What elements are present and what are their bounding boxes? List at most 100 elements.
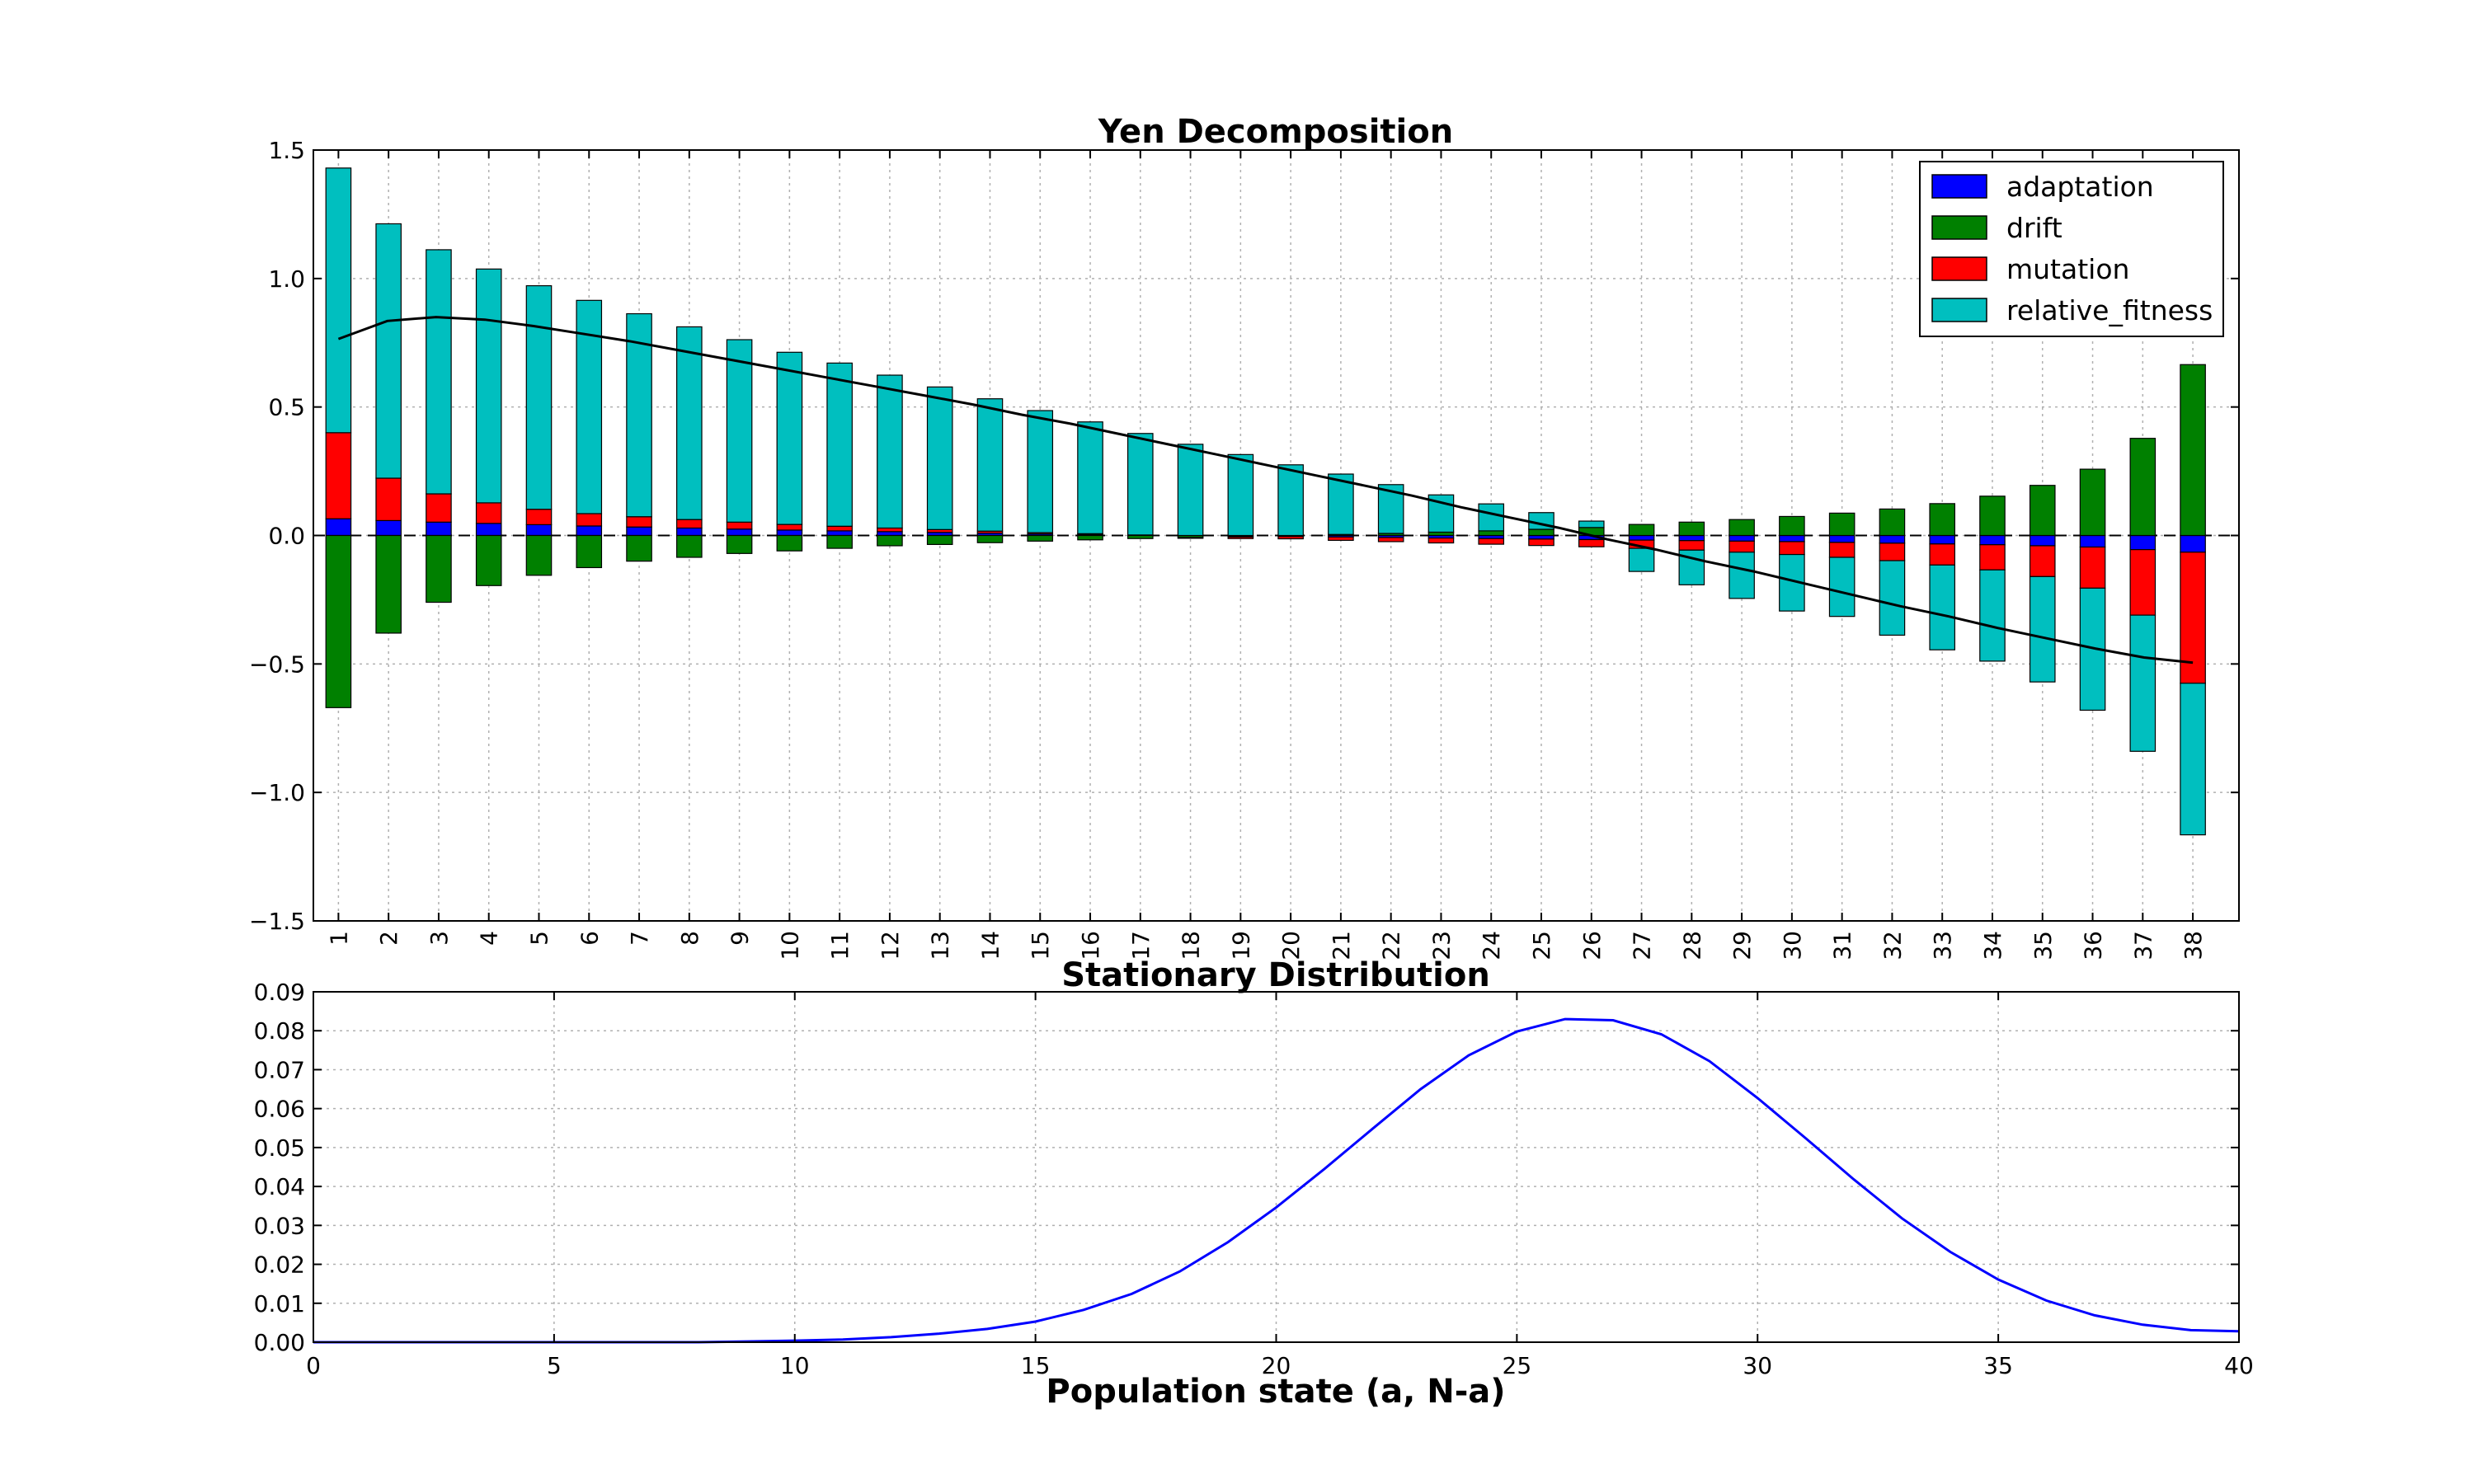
bottom-y-tick-label: 0.04	[254, 1173, 305, 1200]
bar-segment-adaptation	[626, 526, 652, 537]
total-line	[337, 316, 2194, 665]
bar-segment-adaptation	[1979, 534, 2006, 546]
bar-segment-adaptation	[1678, 534, 1705, 542]
bottom-x-tick-label: 25	[1503, 1352, 1532, 1379]
top-x-tick-label: 24	[1478, 931, 1505, 960]
bar-segment-mutation	[1779, 541, 1805, 556]
bottom-x-tick-label: 30	[1743, 1352, 1772, 1379]
legend-label-relative_fitness: relative_fitness	[2006, 294, 2213, 326]
bottom-y-tick-label: 0.06	[254, 1096, 305, 1123]
top-x-tick-label: 7	[626, 931, 653, 946]
top-x-tick-label: 37	[2129, 931, 2157, 960]
bar-segment-adaptation	[1729, 534, 1755, 542]
bar-segment-adaptation	[426, 521, 452, 537]
top-x-tick-label: 38	[2180, 931, 2207, 960]
bar-segment-adaptation	[877, 531, 903, 537]
bar-segment-mutation	[1227, 536, 1254, 539]
bar-segment-mutation	[776, 524, 803, 531]
bar-segment-drift	[576, 534, 603, 569]
bar-segment-mutation	[1929, 543, 1956, 566]
top-chart-title: Yen Decomposition	[1098, 113, 1453, 151]
bar-segment-drift	[1779, 515, 1805, 537]
bar-segment-mutation	[1427, 538, 1455, 544]
bar-segment-drift	[426, 534, 452, 603]
bar-segment-relative_fitness	[1628, 547, 1655, 572]
bar-segment-drift	[1127, 534, 1154, 539]
bar-segment-drift	[626, 534, 652, 562]
bar-segment-drift	[1427, 531, 1455, 537]
bar-segment-mutation	[426, 493, 452, 523]
bottom-y-tick-label: 0.09	[254, 979, 305, 1006]
top-y-tick-label: −1.5	[249, 908, 305, 935]
bar-segment-adaptation	[676, 527, 703, 537]
bar-segment-adaptation	[525, 524, 553, 537]
top-x-tick-label: 35	[2030, 931, 2057, 960]
bar-segment-adaptation	[1929, 534, 1956, 545]
bar-segment-relative_fitness	[1277, 464, 1304, 537]
bar-segment-drift	[525, 534, 553, 576]
bar-segment-drift	[325, 534, 352, 708]
bottom-axis-ticks: 0.09 0.08 0.07 0.06 0.05 0.04 0.03 0.02 0.01 0.00…	[254, 979, 2254, 1379]
bar-segment-mutation	[1879, 542, 1906, 561]
bar-segment-drift	[2129, 438, 2157, 537]
top-x-tick-label: 6	[576, 931, 603, 946]
bottom-chart-title: Stationary Distribution	[1061, 956, 1490, 994]
bar-segment-adaptation	[1879, 534, 1906, 544]
top-x-tick-label: 30	[1779, 931, 1806, 960]
bar-segment-mutation	[1678, 540, 1705, 551]
top-y-tick-label: −1.0	[249, 779, 305, 806]
legend-swatch-relative_fitness	[1931, 298, 1987, 322]
bar-segment-relative_fitness	[375, 223, 402, 479]
top-total-line	[337, 316, 2194, 665]
top-x-tick-label: 13	[927, 931, 954, 960]
bar-segment-drift	[776, 534, 803, 552]
bar-segment-drift	[2029, 485, 2056, 537]
legend-label-mutation: mutation	[2006, 253, 2129, 285]
top-x-tick-label: 34	[1979, 931, 2006, 960]
bar-segment-relative_fitness	[676, 326, 703, 520]
bar-segment-mutation	[2180, 552, 2206, 684]
top-x-tick-label: 1	[325, 931, 352, 946]
bar-segment-adaptation	[375, 519, 402, 537]
top-x-tick-label: 3	[426, 931, 453, 946]
bar-segment-drift	[1077, 534, 1103, 541]
bar-segment-adaptation	[1828, 534, 1856, 543]
bar-segment-drift	[976, 534, 1004, 543]
top-x-tick-label: 28	[1678, 931, 1705, 960]
bottom-x-tick-label: 0	[306, 1352, 321, 1379]
bar-segment-adaptation	[826, 530, 853, 537]
bottom-y-tick-label: 0.05	[254, 1134, 305, 1162]
bar-segment-adaptation	[726, 528, 753, 537]
top-x-tick-label: 26	[1578, 931, 1606, 960]
top-x-tick-label: 16	[1077, 931, 1104, 960]
bar-segment-drift	[1528, 528, 1554, 537]
bar-segment-adaptation	[2180, 534, 2206, 553]
bar-segment-mutation	[1478, 538, 1505, 545]
bar-segment-relative_fitness	[1177, 444, 1204, 537]
top-y-tick-label: 1.5	[268, 137, 305, 164]
bar-segment-mutation	[576, 513, 603, 527]
bar-segment-drift	[1678, 521, 1705, 537]
top-x-tick-label: 20	[1277, 931, 1305, 960]
bar-segment-relative_fitness	[626, 312, 652, 518]
top-axis-ticks: 1.51.00.50.0−0.5−1.0−1.51 2 3 4 5 6 7 8 9 10 11 12 1…	[249, 137, 2239, 960]
top-x-tick-label: 5	[525, 931, 553, 946]
top-y-tick-label: 1.0	[268, 265, 305, 293]
bar-segment-adaptation	[776, 529, 803, 537]
top-x-tick-label: 4	[476, 931, 503, 946]
top-x-tick-label: 9	[727, 931, 754, 946]
bar-segment-mutation	[375, 477, 402, 522]
stationary-distribution-chart: 0.09 0.08 0.07 0.06 0.05 0.04 0.03 0.02 0.01 0.00…	[254, 956, 2254, 1411]
bar-segment-mutation	[1828, 542, 1856, 558]
bar-segment-mutation	[525, 509, 553, 526]
top-x-tick-label: 18	[1178, 931, 1205, 960]
bar-segment-drift	[1979, 495, 2006, 537]
bar-segment-relative_fitness	[525, 284, 553, 510]
top-x-tick-label: 17	[1127, 931, 1155, 960]
bar-segment-mutation	[1528, 538, 1554, 547]
bar-segment-mutation	[1578, 538, 1605, 547]
bar-segment-relative_fitness	[1828, 556, 1856, 618]
bar-segment-mutation	[2129, 549, 2157, 616]
top-x-tick-label: 15	[1027, 931, 1054, 960]
legend-label-drift: drift	[2006, 212, 2062, 244]
